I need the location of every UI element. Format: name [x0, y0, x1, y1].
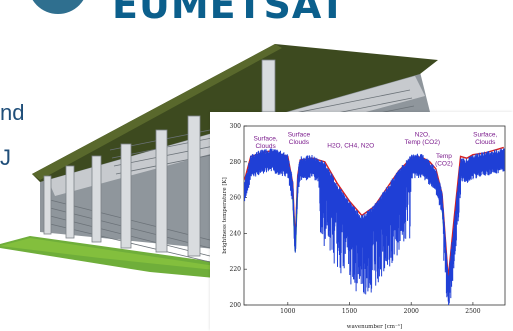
chart-annotation: Surface,: [253, 135, 277, 142]
spectrum-blue-trace: [244, 148, 505, 305]
x-tick-label: 1500: [342, 308, 357, 315]
y-tick-label: 280: [230, 159, 242, 166]
x-tick-label: 2500: [465, 308, 480, 315]
chart-annotation: (CO2): [435, 161, 453, 168]
plot-frame: [243, 125, 506, 306]
y-tick-label: 300: [230, 123, 242, 130]
spectrum-chart-panel: 200 220 240 260 280 300 1000 1500 2000 2500 wavenu…: [210, 112, 513, 331]
spectrum-chart: 200 220 240 260 280 300 1000 1500 2000 2500 wavenu…: [222, 123, 506, 330]
x-axis-label: wavenumber [cm⁻¹]: [347, 323, 403, 330]
y-tick-label: 220: [230, 266, 242, 273]
y-tick-label: 200: [230, 302, 242, 309]
x-tick-label: 1000: [280, 308, 295, 315]
chart-annotation: Surface: [288, 132, 311, 139]
chart-annotation: H2O, CH4, N2O: [327, 142, 374, 149]
y-axis-label: brightness temperature [K]: [222, 177, 228, 254]
text-fragment-1: nd: [0, 100, 25, 125]
chart-annotation: Temp (CO2): [405, 139, 440, 146]
chart-annotation: Clouds: [475, 139, 496, 146]
text-fragment-2: J: [0, 145, 11, 170]
x-tick-label: 2000: [404, 308, 419, 315]
chart-annotation: N2O,: [415, 132, 430, 139]
eumetsat-logo: EUMETSAT: [112, 0, 347, 27]
y-tick-label: 240: [230, 230, 242, 237]
chart-annotation: Temp: [436, 153, 452, 160]
chart-annotation: Clouds: [255, 143, 276, 150]
chart-annotation: Surface,: [473, 132, 497, 139]
chart-annotation: Clouds: [289, 139, 310, 146]
y-tick-label: 260: [230, 195, 242, 202]
